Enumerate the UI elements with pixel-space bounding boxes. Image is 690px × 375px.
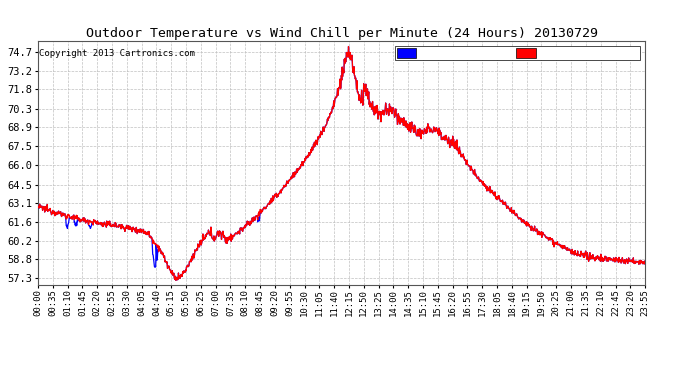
Legend: Wind Chill  (°F), Temperature  (°F): Wind Chill (°F), Temperature (°F) (395, 46, 640, 60)
Text: Copyright 2013 Cartronics.com: Copyright 2013 Cartronics.com (39, 49, 195, 58)
Title: Outdoor Temperature vs Wind Chill per Minute (24 Hours) 20130729: Outdoor Temperature vs Wind Chill per Mi… (86, 27, 598, 40)
